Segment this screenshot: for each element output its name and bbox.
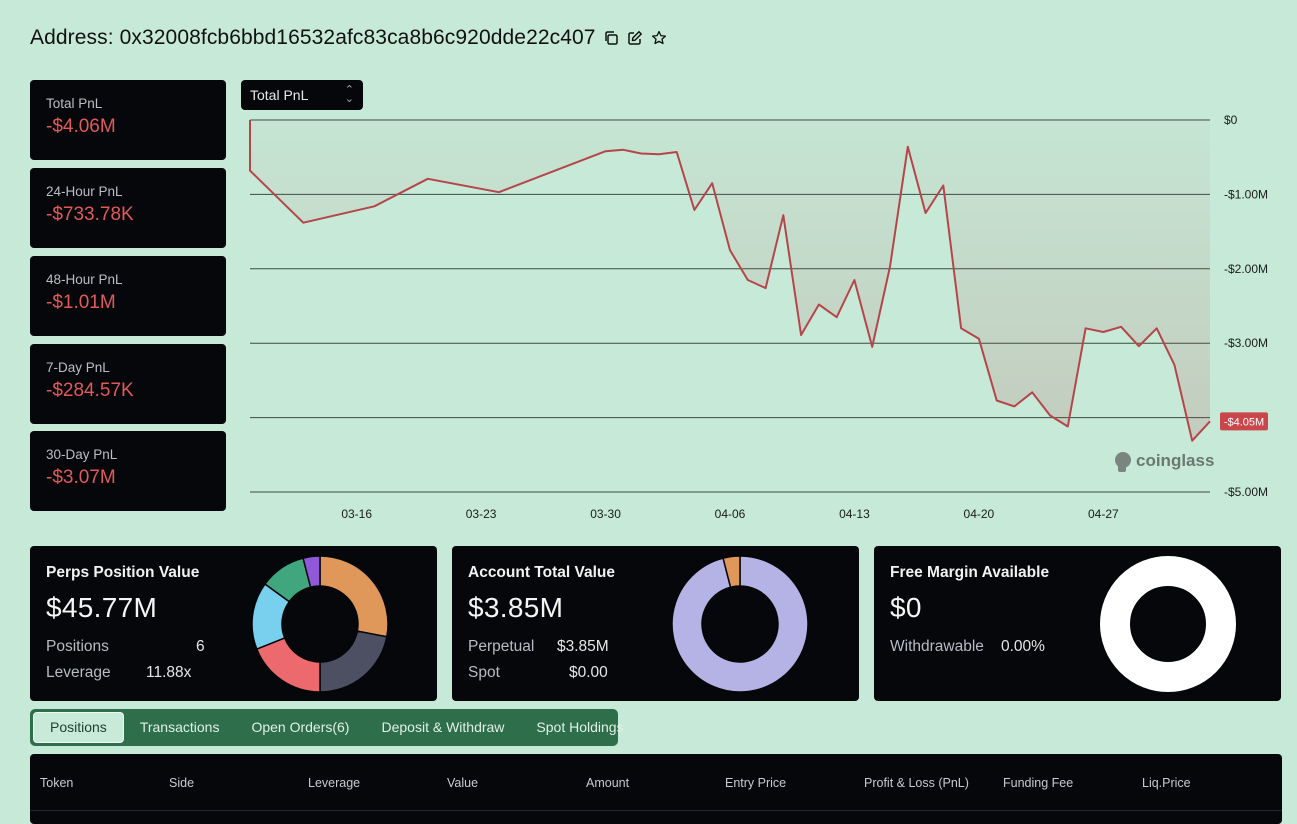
pnl-chart[interactable]: $0 -$1.00M -$2.00M -$3.00M -$5.00M 03-16 03-23… [230, 76, 1297, 536]
stat-value: -$3.07M [46, 467, 116, 488]
metric-select[interactable]: Total PnL ⌃ ⌄ [241, 80, 363, 110]
donut-segment[interactable] [722, 555, 741, 589]
table-divider [30, 810, 1282, 811]
kv-value: 11.88x [146, 664, 192, 681]
x-tick-label: 04-20 [964, 507, 995, 521]
last-value-label: -$4.05M [1224, 416, 1264, 428]
last-value-badge: -$4.05M [1220, 412, 1268, 431]
account-donut-chart[interactable] [670, 554, 810, 694]
y-tick-label: -$1.00M [1224, 187, 1268, 201]
stat-card-7d-pnl: 7-Day PnL -$284.57K [30, 344, 226, 424]
kv-label: Positions [46, 638, 109, 655]
metric-select-value: Total PnL [250, 87, 309, 103]
tab-bar: Positions Transactions Open Orders(6) De… [30, 709, 624, 746]
tab-positions[interactable]: Positions [33, 712, 124, 743]
column-header-pnl[interactable]: Profit & Loss (PnL) [864, 776, 969, 790]
kv-label: Perpetual [468, 638, 535, 655]
column-header-token[interactable]: Token [40, 776, 74, 790]
chevron-updown-icon: ⌃ ⌄ [344, 84, 354, 105]
donut-segment[interactable] [319, 630, 388, 693]
stat-label: 7-Day PnL [46, 360, 110, 375]
kv-spot: Spot $0.00 [468, 664, 648, 682]
tab-transactions[interactable]: Transactions [139, 719, 220, 735]
panel-free-margin: Free Margin Available $0 Withdrawable 0.… [874, 546, 1281, 701]
kv-label: Spot [468, 664, 500, 681]
y-tick-label: -$2.00M [1224, 262, 1268, 276]
stat-label: 30-Day PnL [46, 447, 118, 462]
pnl-line [249, 120, 1211, 442]
tab-spot-holdings[interactable]: Spot Holdings [536, 719, 624, 735]
panel-title: Free Margin Available [890, 564, 1050, 581]
kv-withdrawable: Withdrawable 0.00% [890, 638, 1070, 656]
coinglass-watermark: coinglass [1115, 451, 1214, 472]
panel-value: $45.77M [46, 592, 158, 623]
donut-segment[interactable] [671, 555, 809, 693]
x-tick-label: 03-16 [341, 507, 372, 521]
star-icon[interactable] [650, 29, 668, 47]
stat-card-total-pnl: Total PnL -$4.06M [30, 80, 226, 160]
panel-account-total: Account Total Value $3.85M Perpetual $3.… [452, 546, 859, 701]
stat-value: -$1.01M [46, 292, 116, 313]
x-tick-label: 04-06 [715, 507, 746, 521]
panel-title: Account Total Value [468, 564, 615, 581]
donut-segment[interactable] [319, 555, 389, 638]
pnl-chart-svg: $0 -$1.00M -$2.00M -$3.00M -$5.00M 03-16 03-23… [249, 113, 1268, 521]
tab-deposit-withdraw[interactable]: Deposit & Withdraw [381, 719, 505, 735]
stat-value: -$4.06M [46, 116, 116, 137]
stat-label: 48-Hour PnL [46, 272, 123, 287]
kv-value: $3.85M [557, 638, 609, 655]
kv-value: $0.00 [569, 664, 608, 681]
kv-perpetual: Perpetual $3.85M [468, 638, 648, 656]
kv-value: 0.00% [1001, 638, 1045, 655]
column-header-value[interactable]: Value [447, 776, 479, 790]
stat-value: -$733.78K [46, 204, 134, 225]
panel-value: $3.85M [468, 592, 564, 623]
stat-card-30d-pnl: 30-Day PnL -$3.07M [30, 431, 226, 511]
stat-label: Total PnL [46, 96, 103, 111]
donut-segment[interactable] [255, 637, 321, 693]
copy-icon[interactable] [602, 29, 620, 47]
page-title: Address: 0x32008fcb6bbd16532afc83ca8b6c9… [30, 26, 596, 49]
watermark-text: coinglass [1136, 451, 1214, 470]
perps-donut-chart[interactable] [250, 554, 390, 694]
margin-donut-chart[interactable] [1098, 554, 1238, 694]
y-tick-label: -$3.00M [1224, 336, 1268, 350]
column-header-entry-price[interactable]: Entry Price [725, 776, 787, 790]
panel-perps-position: Perps Position Value $45.77M Positions 6… [30, 546, 437, 701]
column-header-liq-price[interactable]: Liq.Price [1142, 776, 1191, 790]
x-tick-label: 03-30 [590, 507, 621, 521]
column-header-leverage[interactable]: Leverage [308, 776, 361, 790]
pnl-area [250, 120, 1210, 441]
y-tick-label: -$5.00M [1224, 485, 1268, 499]
edit-icon[interactable] [626, 29, 644, 47]
kv-value: 6 [196, 638, 205, 655]
x-tick-label: 04-13 [839, 507, 870, 521]
address-header: Address: 0x32008fcb6bbd16532afc83ca8b6c9… [30, 24, 668, 52]
column-header-amount[interactable]: Amount [586, 776, 630, 790]
donut-segment[interactable] [302, 555, 321, 589]
kv-label: Leverage [46, 664, 111, 681]
stat-card-24h-pnl: 24-Hour PnL -$733.78K [30, 168, 226, 248]
stat-card-48h-pnl: 48-Hour PnL -$1.01M [30, 256, 226, 336]
tab-open-orders[interactable]: Open Orders(6) [251, 719, 350, 735]
kv-leverage: Leverage 11.88x [46, 664, 226, 682]
kv-label: Withdrawable [890, 638, 984, 655]
kv-positions: Positions 6 [46, 638, 226, 656]
positions-table: Token Side Leverage Value Amount Entry P… [30, 754, 1282, 824]
x-tick-label: 04-27 [1088, 507, 1119, 521]
x-tick-label: 03-23 [466, 507, 497, 521]
stat-value: -$284.57K [46, 380, 134, 401]
panel-title: Perps Position Value [46, 564, 200, 581]
column-header-side[interactable]: Side [169, 776, 195, 790]
y-tick-label: $0 [1224, 113, 1238, 127]
panel-value: $0 [890, 592, 922, 623]
donut-segment[interactable] [1100, 556, 1236, 692]
column-header-funding-fee[interactable]: Funding Fee [1003, 776, 1074, 790]
stat-label: 24-Hour PnL [46, 184, 123, 199]
